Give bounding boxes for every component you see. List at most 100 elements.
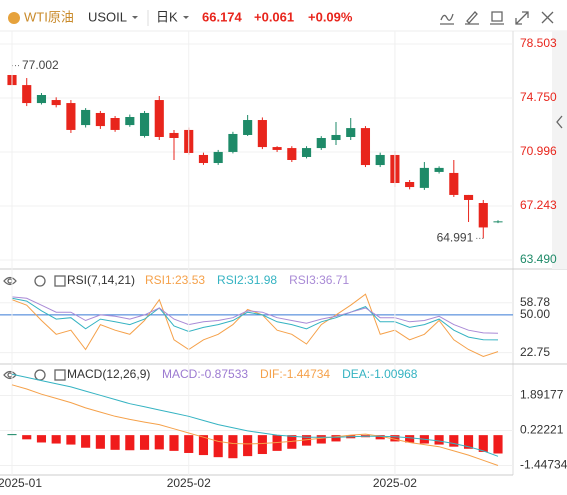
rsi-header: RSI(7,14,21) [3, 273, 135, 287]
settings-button[interactable] [490, 11, 504, 25]
histogram-bar [7, 434, 17, 436]
change: +0.061 [254, 9, 294, 24]
candle-body [493, 221, 503, 223]
indicator-checkbox[interactable] [54, 369, 66, 381]
indicator-checkbox[interactable] [54, 275, 66, 287]
candle-body [316, 137, 326, 149]
histogram-bar [139, 435, 150, 450]
x-tick-label: 2025-02 [167, 476, 211, 490]
period[interactable]: 日K [156, 9, 178, 24]
dropdown-arrow[interactable] [183, 16, 189, 19]
candle-body [360, 128, 371, 166]
histogram-bar [272, 435, 282, 451]
legend-entry: MACD:-0.87533 [162, 367, 248, 381]
histogram-bar [243, 435, 253, 457]
toolbar [440, 11, 554, 25]
series-line [11, 296, 499, 334]
y-tick-label: 58.78 [520, 295, 550, 309]
close-button[interactable] [541, 11, 554, 24]
series-line [11, 293, 499, 358]
histogram-bar [463, 435, 474, 449]
candle-body [301, 148, 312, 157]
series-line [11, 373, 499, 457]
candle-body [287, 148, 297, 161]
candle-body [198, 154, 209, 164]
indicator-title: MACD(12,26,9) [67, 367, 150, 381]
candle-body [110, 118, 120, 130]
indicator-title: RSI(7,14,21) [67, 273, 135, 287]
y-tick-label: 22.75 [520, 345, 550, 359]
x-tick-label: 2025-01 [0, 476, 42, 490]
legend-entry: RSI2:31.98 [217, 273, 277, 287]
candle-body [95, 112, 105, 127]
candle-body [213, 151, 223, 164]
low-label: 64.991 [437, 231, 474, 245]
candle-body [375, 154, 385, 166]
histogram-bar [478, 435, 488, 452]
macd-header: MACD(12,26,9) [3, 367, 150, 381]
legend-entry: DEA:-1.00968 [342, 367, 418, 381]
settings-icon[interactable] [34, 275, 46, 287]
histogram-bar [228, 435, 238, 459]
legend-entry: DIF:-1.44734 [260, 367, 330, 381]
y-tick-label: 1.89177 [520, 388, 564, 402]
histogram-bar [125, 435, 135, 451]
candle-body [243, 120, 253, 135]
candle-body [257, 120, 267, 148]
x-tick-label: 2025-02 [373, 476, 417, 490]
draw-button[interactable] [465, 11, 479, 25]
symbol-name[interactable]: WTI原油 [24, 9, 74, 24]
histogram-bar [36, 435, 47, 443]
price: 66.174 [202, 9, 243, 24]
scrollbar[interactable] [552, 31, 567, 269]
legend-entry: RSI1:23.53 [145, 273, 205, 287]
series-line [11, 384, 499, 466]
fullscreen-button[interactable] [515, 11, 529, 25]
candle-body [331, 134, 341, 141]
histogram-bar [257, 435, 267, 455]
histogram-bar [169, 435, 179, 451]
histogram-bar [198, 435, 209, 456]
histogram-bar [154, 435, 164, 450]
y-tick-label: 50.00 [520, 307, 550, 321]
histogram-bar [51, 435, 61, 444]
collapse-button[interactable] [556, 115, 563, 129]
histogram-bar [301, 435, 312, 446]
histogram-bar [66, 435, 76, 445]
candle-body [66, 103, 76, 130]
dropdown-arrow[interactable] [132, 16, 138, 19]
candle-body [51, 100, 61, 106]
y-tick-label: 67.243 [520, 198, 557, 212]
y-tick-label: 0.22221 [520, 423, 564, 437]
candle-body [139, 112, 150, 136]
candle-body [449, 172, 459, 195]
candle-body [81, 109, 91, 126]
histogram-bar [110, 435, 120, 450]
candle-body [463, 194, 474, 200]
legend-entry: RSI3:36.71 [289, 273, 349, 287]
candle-body [405, 182, 415, 188]
indicator-button[interactable] [440, 13, 454, 25]
histogram-bar [434, 435, 444, 445]
y-tick-label: 74.750 [520, 90, 557, 104]
histogram-bar [405, 435, 415, 443]
candle-body [169, 132, 179, 138]
candle-body [419, 167, 429, 188]
histogram-bar [287, 435, 297, 449]
histogram-bar [316, 435, 326, 444]
candle-body [478, 202, 488, 228]
candle-body [228, 133, 238, 152]
candle-body [434, 167, 444, 172]
symbol-icon [8, 12, 20, 24]
histogram-bar [22, 435, 32, 440]
change-pct: +0.09% [308, 9, 353, 24]
candle-body [154, 100, 164, 137]
y-tick-label: 63.490 [520, 252, 557, 266]
symbol-code[interactable]: USOIL [88, 9, 127, 24]
histogram-bar [375, 435, 385, 440]
histogram-bar [331, 435, 341, 442]
y-tick-label: 70.996 [520, 144, 557, 158]
histogram-bar [449, 435, 459, 447]
